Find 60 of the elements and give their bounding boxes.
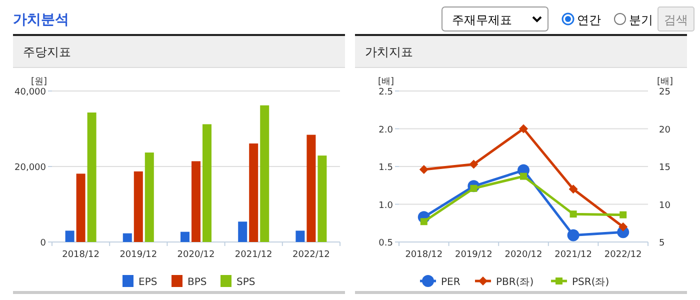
bar [238, 222, 248, 242]
bar [122, 233, 132, 242]
x-tick-label: 2020/12 [504, 250, 542, 260]
y2-tick-label: 25 [659, 88, 670, 98]
bar [134, 171, 143, 242]
y2-tick-label: 10 [659, 200, 671, 211]
point [420, 218, 428, 226]
point [419, 165, 428, 174]
legend-label: PER [441, 277, 460, 288]
point [520, 172, 527, 180]
bar [296, 230, 305, 242]
bar [87, 112, 96, 242]
bar [202, 124, 212, 242]
y-tick-label: 1.5 [378, 163, 393, 173]
y-axis-title: [원] [31, 77, 48, 87]
x-tick-label: 2022/12 [604, 250, 642, 260]
legend-label: PSR(좌) [572, 277, 610, 288]
bar [144, 152, 154, 242]
y2-axis-title: [배] [657, 77, 674, 87]
x-tick-label: 2020/12 [177, 250, 215, 260]
point [618, 222, 628, 232]
chart-title: 주당지표 [23, 45, 71, 59]
x-tick-label: 2021/12 [554, 250, 592, 260]
point [620, 211, 627, 218]
y2-tick-label: 5 [659, 238, 665, 248]
page-header: 가치분석 주재무제표 연간 분기 검색 [13, 6, 694, 32]
y2-tick-label: 20 [659, 125, 671, 136]
legend-label: SPS [236, 277, 256, 288]
y-tick-label: 0.5 [378, 238, 393, 248]
point [567, 229, 580, 242]
legend-label: EPS [138, 277, 158, 288]
point [519, 124, 528, 134]
y-tick-label: 20,000 [14, 163, 46, 173]
x-tick-label: 2019/12 [455, 250, 492, 260]
bar [249, 143, 258, 242]
bar [260, 105, 270, 242]
y-tick-label: 2.5 [378, 88, 393, 98]
x-tick-label: 2019/12 [120, 250, 158, 260]
bar [65, 230, 74, 242]
x-tick-label: 2018/12 [62, 250, 100, 260]
y-tick-label: 2.0 [378, 125, 394, 136]
x-tick-label: 2018/12 [405, 250, 443, 260]
legend-label: BPS [188, 277, 207, 288]
y-axis-title: [배] [378, 77, 394, 87]
bar [76, 174, 86, 242]
bar [306, 134, 316, 242]
point [570, 210, 577, 218]
bar [180, 232, 190, 242]
x-tick-label: 2021/12 [234, 250, 272, 260]
y-tick-label: 0 [40, 238, 46, 248]
bar [318, 156, 327, 242]
y-tick-label: 40,000 [14, 88, 46, 98]
point [469, 160, 478, 169]
bar [192, 161, 200, 242]
y2-tick-label: 15 [659, 163, 670, 173]
y-tick-label: 1.0 [378, 200, 394, 211]
legend-label: PBR(좌) [496, 277, 534, 288]
x-tick-label: 2022/12 [292, 250, 330, 260]
point [568, 184, 578, 194]
chart-title: 가치지표 [365, 45, 413, 59]
